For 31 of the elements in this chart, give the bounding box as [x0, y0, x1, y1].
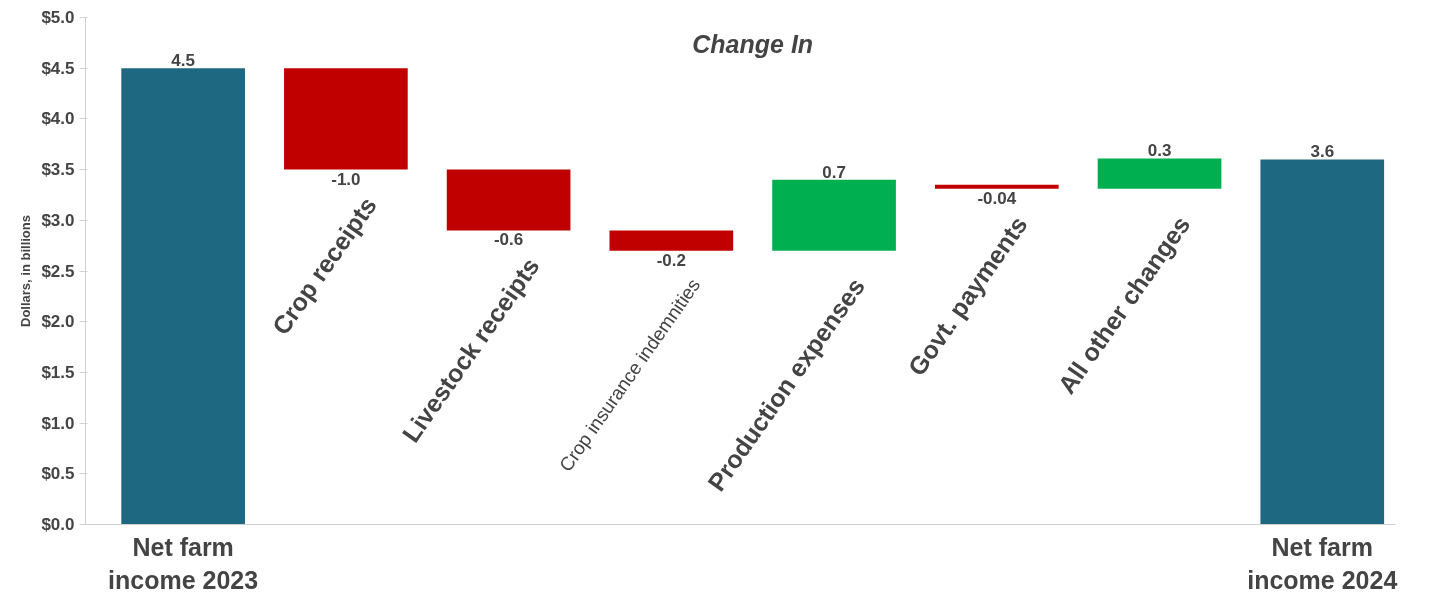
data-label: 0.7: [822, 162, 846, 182]
text: Change In: [692, 29, 814, 58]
y-tick-label: $0.5: [41, 464, 75, 484]
y-axis-title: Dollars, in billions: [18, 215, 34, 327]
data-label: 4.5: [171, 51, 195, 71]
data-label: 0.3: [1147, 141, 1172, 161]
data-label: -1.0: [331, 169, 361, 189]
bar: [772, 179, 896, 251]
bar: [284, 68, 408, 170]
y-tick-label: $4.5: [41, 58, 75, 78]
data-label: -0.04: [977, 188, 1017, 208]
bar: [609, 230, 734, 251]
y-tick-label: $3.5: [41, 160, 75, 180]
y-tick-label: $2.0: [41, 312, 75, 332]
y-tick-label: $3.0: [41, 210, 75, 230]
x-tick-label: Net farm income 2023: [108, 532, 259, 595]
y-tick-label: $2.5: [41, 261, 75, 281]
bar: [446, 169, 571, 231]
y-tick-label: $5.0: [41, 8, 75, 27]
data-label: 3.6: [1310, 142, 1335, 162]
y-tick-label: $4.0: [41, 109, 75, 129]
y-tick-label: $1.5: [41, 362, 75, 382]
data-label: -0.6: [493, 230, 524, 250]
y-tick-label: $1.0: [41, 413, 75, 433]
bar: [1097, 158, 1222, 189]
x-tick-label: Net farm income 2024: [1247, 532, 1398, 595]
y-tick-label: $0.0: [41, 515, 75, 534]
bar: [934, 184, 1059, 189]
bar: [121, 68, 245, 525]
bar: [1260, 159, 1385, 525]
data-label: -0.2: [656, 250, 686, 270]
